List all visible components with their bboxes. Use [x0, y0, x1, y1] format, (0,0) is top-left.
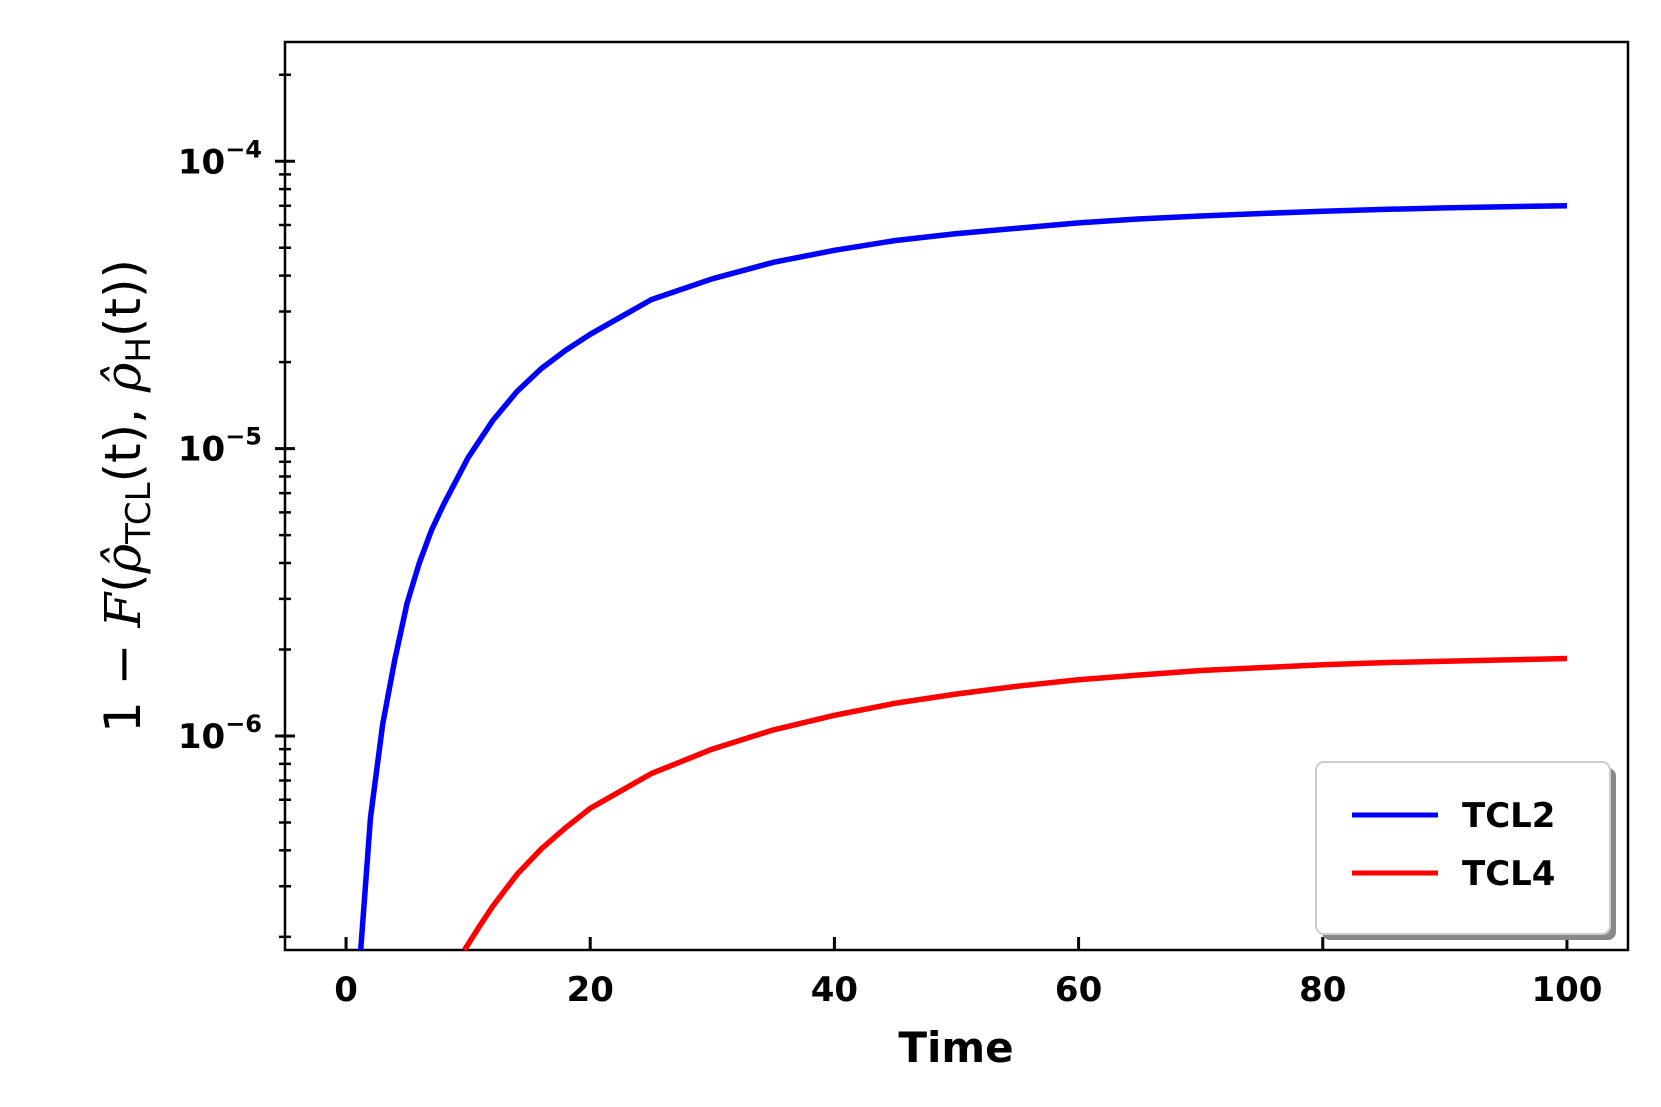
plot-frame	[283, 40, 1630, 952]
legend-label-tcl2: TCL2	[1462, 796, 1555, 836]
y-tick-label: 10−6	[178, 710, 262, 757]
y-axis-title: 1 − F(ρ̂TCL(t), ρ̂H(t))	[94, 259, 159, 733]
series-layer	[357, 203, 1568, 952]
legend: TCL2 TCL4	[1315, 761, 1616, 940]
legend-label-tcl4: TCL4	[1462, 854, 1555, 894]
x-tick-label: 100	[1531, 970, 1602, 1010]
x-ticks: 0 20 40 60 80 100	[334, 937, 1602, 1010]
series-line-tcl4	[462, 655, 1568, 952]
y-tick-label: 10−4	[178, 135, 262, 182]
x-tick-label: 20	[567, 970, 614, 1010]
x-tick-label: 40	[811, 970, 858, 1010]
y-ticks: 10−6 10−5 10−4	[178, 73, 295, 939]
legend-box	[1315, 761, 1611, 935]
x-tick-label: 60	[1055, 970, 1102, 1010]
x-tick-label: 80	[1299, 970, 1346, 1010]
x-axis-title: Time	[898, 1023, 1013, 1072]
series-line-tcl2	[357, 203, 1568, 951]
y-tick-label: 10−5	[178, 423, 262, 470]
x-tick-label: 0	[334, 970, 358, 1010]
